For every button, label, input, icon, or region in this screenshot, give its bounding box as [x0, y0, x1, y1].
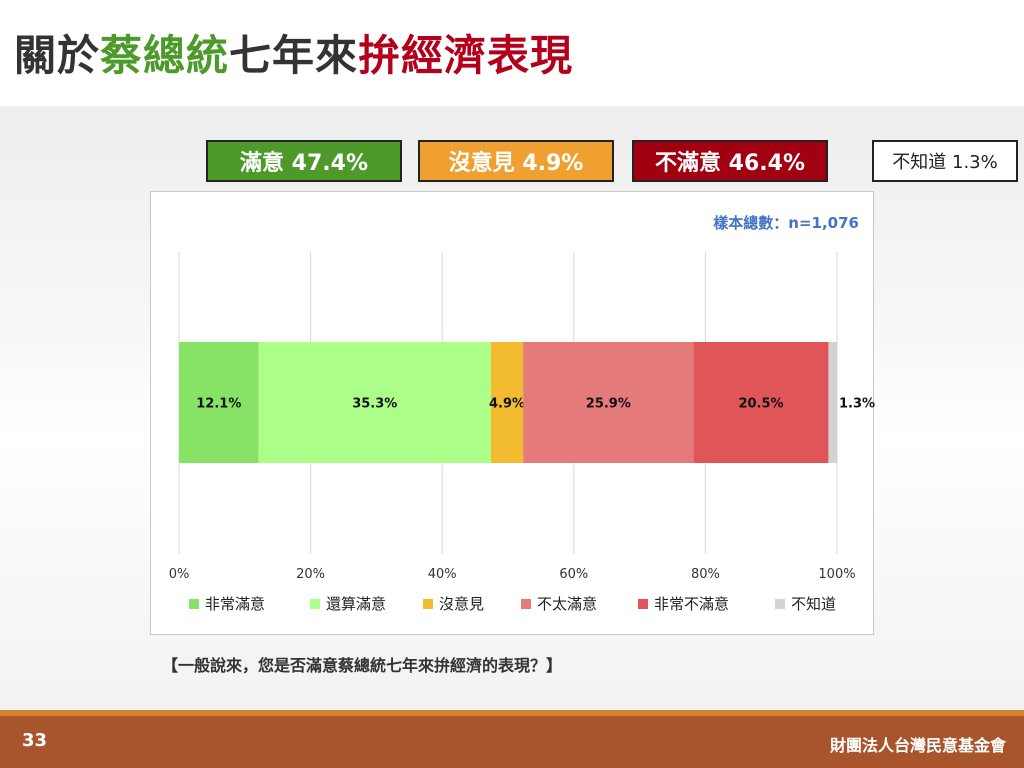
- legend-entry: 還算滿意: [326, 595, 386, 613]
- survey-question: 【一般說來，您是否滿意蔡總統七年來拚經濟的表現？】: [162, 656, 563, 675]
- bar-segment: [523, 342, 694, 463]
- x-tick-label: 60%: [559, 567, 588, 582]
- legend-swatch: [423, 599, 433, 609]
- bar-segment: [490, 342, 524, 463]
- legend-swatch: [189, 599, 199, 609]
- tick-layer: 0% 20% 40% 60% 80% 100%: [169, 567, 856, 582]
- legend-layer: 非常滿意 還算滿意 沒意見 不太滿意 非常不滿意 不知道: [189, 595, 836, 613]
- legend-entry: 沒意見: [439, 595, 484, 613]
- organization-name: 財團法人台灣民意基金會: [829, 736, 1006, 755]
- stacked-bar-chart: 樣本總數：n=1,076 12.1% 35.3% 4.9% 25.9% 20.5% 1.3…: [169, 214, 875, 613]
- title-part-1: 關於: [14, 31, 101, 80]
- title-bar: 關於蔡總統七年來拚經濟表現: [0, 0, 1024, 106]
- footer-bar: 33 財團法人台灣民意基金會: [0, 716, 1024, 768]
- title-part-2: 蔡總統: [100, 31, 230, 80]
- summary-neutral-box: 沒意見 4.9%: [418, 140, 614, 182]
- data-label: 20.5%: [738, 397, 783, 412]
- summary-satisfied-box: 滿意 47.4%: [206, 140, 402, 182]
- data-label: 1.3%: [839, 397, 875, 412]
- x-tick-label: 100%: [818, 567, 855, 582]
- footer-accent-line: [0, 710, 1024, 716]
- x-tick-label: 40%: [428, 567, 457, 582]
- page-number: 33: [22, 730, 48, 751]
- legend-entry: 非常不滿意: [654, 595, 729, 613]
- legend-swatch: [310, 599, 320, 609]
- x-tick-label: 80%: [691, 567, 720, 582]
- legend-swatch: [775, 599, 785, 609]
- data-label: 25.9%: [586, 397, 631, 412]
- x-tick-label: 20%: [296, 567, 325, 582]
- summary-dont-know-box: 不知道 1.3%: [872, 140, 1018, 182]
- data-label: 12.1%: [196, 397, 241, 412]
- sample-size-annotation: 樣本總數：n=1,076: [713, 214, 859, 232]
- page-title: 關於蔡總統七年來拚經濟表現: [14, 22, 573, 83]
- summary-dissatisfied-box: 不滿意 46.4%: [632, 140, 828, 182]
- legend-swatch: [638, 599, 648, 609]
- data-label: 4.9%: [489, 397, 525, 412]
- legend-swatch: [521, 599, 531, 609]
- bar-segment: [179, 342, 259, 463]
- x-tick-label: 0%: [169, 567, 190, 582]
- chart-panel: 樣本總數：n=1,076 12.1% 35.3% 4.9% 25.9% 20.5% 1.3…: [150, 191, 875, 635]
- legend-entry: 非常滿意: [205, 595, 265, 613]
- title-part-3: 七年來: [229, 31, 359, 80]
- title-part-4: 拚經濟表現: [358, 31, 574, 80]
- bar-layer: 12.1% 35.3% 4.9% 25.9% 20.5% 1.3%: [179, 342, 875, 463]
- data-label: 35.3%: [352, 397, 397, 412]
- legend-entry: 不知道: [791, 595, 836, 613]
- bar-segment: [828, 342, 837, 463]
- bar-segment: [693, 342, 829, 463]
- legend-entry: 不太滿意: [537, 595, 597, 613]
- bar-segment: [258, 342, 491, 463]
